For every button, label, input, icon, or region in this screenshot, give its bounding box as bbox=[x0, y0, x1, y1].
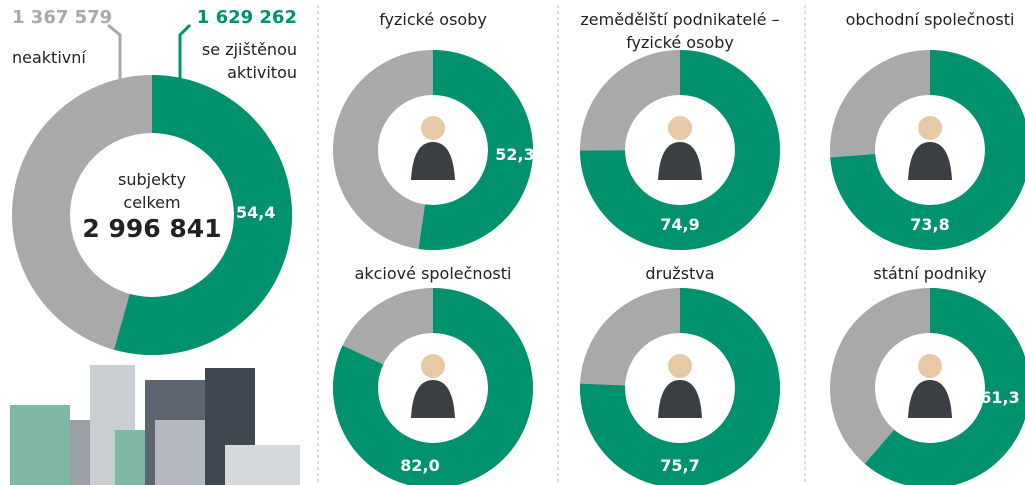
total-label: 2 996 841 bbox=[72, 214, 232, 244]
value-label: 1 367 579 bbox=[12, 6, 112, 29]
illustration-head bbox=[918, 354, 942, 378]
value-label: 1 629 262 bbox=[170, 6, 297, 29]
building bbox=[225, 445, 300, 485]
chart-title: fyzické osoby bbox=[318, 8, 548, 31]
illustration-head bbox=[668, 354, 692, 378]
value-label: 82,0 bbox=[390, 454, 450, 477]
buildings bbox=[10, 365, 300, 485]
legend-label: se zjištěnou aktivitou bbox=[187, 38, 297, 84]
chart-title: státní podniky bbox=[815, 262, 1025, 285]
center-label: subjekty celkem bbox=[102, 168, 202, 214]
share-label: 54,4 bbox=[236, 201, 275, 224]
illustration-head bbox=[421, 116, 445, 140]
value-label: 73,8 bbox=[900, 213, 960, 236]
value-label: 61,3 bbox=[970, 386, 1025, 409]
leader-line bbox=[108, 25, 120, 90]
building bbox=[10, 405, 70, 485]
value-label: 52,3 bbox=[485, 143, 545, 166]
chart-title: obchodní společnosti bbox=[815, 8, 1025, 31]
legend-label: neaktivní bbox=[12, 46, 86, 69]
chart-title: zemědělští podnikatelé – fyzické osoby bbox=[565, 8, 795, 54]
chart-title: akciové společnosti bbox=[318, 262, 548, 285]
illustration-head bbox=[421, 354, 445, 378]
value-label: 74,9 bbox=[650, 213, 710, 236]
infographic: 1 367 579 neaktivní 1 629 262 se zjištěnou … bbox=[0, 0, 1025, 485]
chart-title: družstva bbox=[565, 262, 795, 285]
illustration-head bbox=[918, 116, 942, 140]
value-label: 75,7 bbox=[650, 454, 710, 477]
illustration-head bbox=[668, 116, 692, 140]
